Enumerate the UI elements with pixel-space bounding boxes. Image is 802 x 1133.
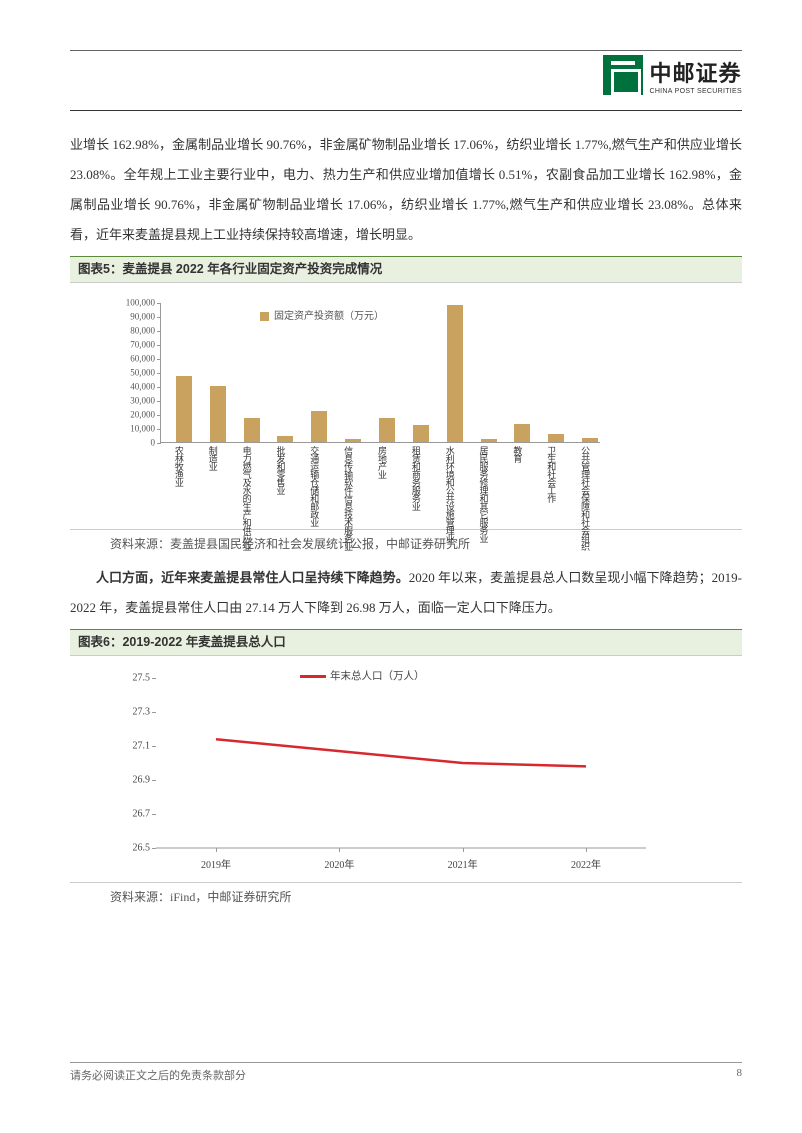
chart5-bar: [413, 425, 429, 442]
chart5-bar-chart: 固定资产投资额（万元） 010,00020,00030,00040,00050,…: [110, 293, 630, 523]
chart5-bar: [447, 305, 463, 442]
chart5-bar: [210, 386, 226, 442]
chart5-bar: [311, 411, 327, 442]
logo-icon: [603, 55, 643, 95]
paragraph-2: 人口方面，近年来麦盖提县常住人口呈持续下降趋势。2020 年以来，麦盖提县总人口…: [70, 563, 742, 623]
company-logo: 中邮证券 CHINA POST SECURITIES: [603, 55, 742, 95]
chart6-line-chart: 年末总人口（万人） 26.526.726.927.127.327.52019年2…: [110, 666, 670, 876]
chart6-container: 年末总人口（万人） 26.526.726.927.127.327.52019年2…: [70, 656, 742, 883]
chart5-title: 图表5：麦盖提县 2022 年各行业固定资产投资完成情况: [70, 256, 742, 284]
paragraph-1: 业增长 162.98%，金属制品业增长 90.76%，非金属矿物制品业增长 17…: [70, 130, 742, 250]
logo-text-en: CHINA POST SECURITIES: [649, 88, 742, 95]
logo-text-cn: 中邮证券: [649, 56, 742, 88]
chart5-bar: [176, 376, 192, 442]
footer-page-number: 8: [737, 1067, 743, 1083]
footer-disclaimer: 请务必阅读正文之后的免责条款部分: [70, 1067, 246, 1083]
chart5-bar: [244, 418, 260, 442]
chart6-source: 资料来源：iFind，中邮证券研究所: [110, 889, 742, 906]
page-footer: 请务必阅读正文之后的免责条款部分 8: [70, 1067, 742, 1083]
page-content: 业增长 162.98%，金属制品业增长 90.76%，非金属矿物制品业增长 17…: [70, 130, 742, 916]
chart5-source: 资料来源：麦盖提县国民经济和社会发展统计公报，中邮证券研究所: [110, 536, 742, 553]
chart6-title: 图表6：2019-2022 年麦盖提县总人口: [70, 629, 742, 657]
chart5-bar: [548, 434, 564, 442]
chart5-bar: [379, 418, 395, 442]
chart5-container: 固定资产投资额（万元） 010,00020,00030,00040,00050,…: [70, 283, 742, 530]
chart5-bar: [514, 424, 530, 442]
